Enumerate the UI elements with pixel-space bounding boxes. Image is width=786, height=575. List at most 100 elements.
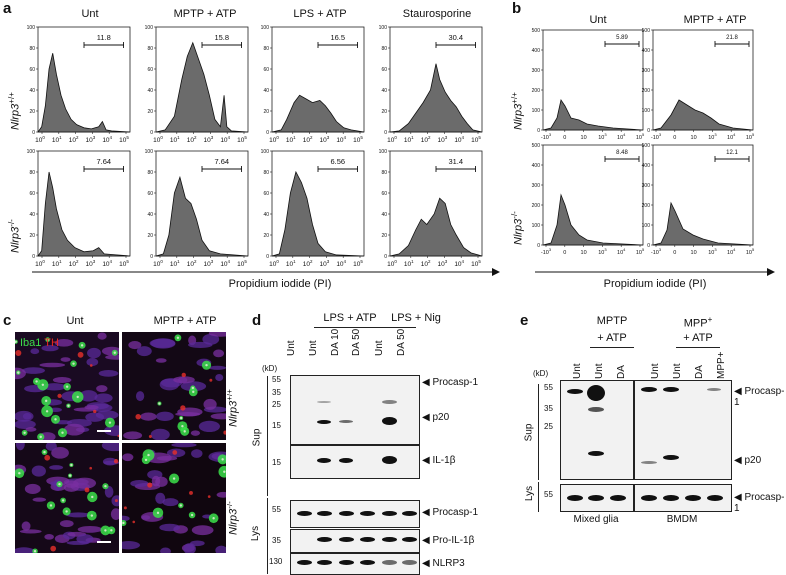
gate-value: 7.64 xyxy=(96,157,111,166)
x-tick-label: 103 xyxy=(204,259,214,268)
cell-shape xyxy=(15,410,34,422)
th-signal xyxy=(117,434,119,437)
stain-legend: Iba1 TH xyxy=(20,337,59,349)
x-tick-label: 10 xyxy=(581,250,587,256)
th-signal xyxy=(132,520,136,524)
cell-shape xyxy=(215,545,226,553)
gate-value: 16.5 xyxy=(330,33,345,42)
x-tick-label: 104 xyxy=(617,132,626,141)
x-tick-label: -103 xyxy=(541,247,552,256)
col-title: MPTP + ATP xyxy=(173,8,237,20)
cell-nucleus xyxy=(80,344,84,347)
cell-shape xyxy=(191,449,203,458)
y-tick-label: 200 xyxy=(532,88,541,94)
y-tick-label: 400 xyxy=(642,48,651,54)
x-tick-label: 105 xyxy=(636,132,645,141)
cell-shape xyxy=(130,479,149,488)
cell-nucleus xyxy=(176,336,180,340)
y-tick-label: 0 xyxy=(647,128,650,134)
panel-e: MPTP + ATP MPP+ + ATP Unt Unt DA Unt Unt… xyxy=(520,312,786,575)
x-tick-label: 102 xyxy=(187,135,197,144)
panel-b-letter: b xyxy=(512,0,522,17)
cell-shape xyxy=(39,362,66,368)
y-tick-label: 20 xyxy=(381,233,387,239)
cell-shape xyxy=(98,370,119,377)
x-tick-label: 103 xyxy=(320,259,330,268)
lys-bracket xyxy=(538,482,542,512)
y-tick-label: 80 xyxy=(263,170,269,176)
x-tick-label: 103 xyxy=(204,135,214,144)
cell-shape xyxy=(84,405,99,410)
cell-shape xyxy=(160,547,171,553)
y-tick-label: 0 xyxy=(150,130,153,136)
y-tick-label: 40 xyxy=(29,88,35,94)
cell-shape xyxy=(30,348,40,355)
y-tick-label: 40 xyxy=(147,212,153,218)
gate-value: 31.4 xyxy=(448,157,463,166)
th-signal xyxy=(209,378,213,382)
histogram-area xyxy=(155,175,249,257)
y-tick-label: 20 xyxy=(29,109,35,115)
histogram-area xyxy=(652,201,754,246)
band-label: ◀ Procasp-1 xyxy=(734,386,785,408)
x-tick-label: 101 xyxy=(170,259,180,268)
x-tick-label: 102 xyxy=(303,135,313,144)
cell-nucleus xyxy=(15,340,17,343)
cell-nucleus xyxy=(205,363,208,367)
y-tick-label: 60 xyxy=(381,67,387,73)
x-tick-label: 100 xyxy=(35,259,45,268)
cell-nucleus xyxy=(18,471,21,475)
cell-nucleus xyxy=(179,416,183,420)
cell-shape xyxy=(15,547,37,553)
micrograph-ko-unt xyxy=(14,442,120,554)
cell-nucleus xyxy=(67,404,70,407)
cell-type-label: Mixed glia xyxy=(573,514,619,525)
x-tick-label: 103 xyxy=(598,132,607,141)
y-tick-label: 40 xyxy=(381,88,387,94)
cell-nucleus xyxy=(44,399,48,403)
blot-sup-il1b xyxy=(290,445,420,479)
x-tick-label: 105 xyxy=(353,259,363,268)
y-tick-label: 300 xyxy=(532,183,541,189)
y-tick-label: 60 xyxy=(263,191,269,197)
y-tick-label: 200 xyxy=(642,203,651,209)
sup-bracket xyxy=(267,376,271,496)
cell-shape xyxy=(135,391,145,402)
cell-nucleus xyxy=(183,430,186,433)
cell-shape xyxy=(86,358,99,367)
group-label: + ATP xyxy=(683,332,713,344)
marker: 55 xyxy=(544,383,553,392)
y-tick-label: 20 xyxy=(147,233,153,239)
x-tick-label: 102 xyxy=(187,259,197,268)
marker: 35 xyxy=(272,536,281,545)
cell-shape xyxy=(95,410,119,420)
marker: 55 xyxy=(272,375,281,384)
x-tick-label: 105 xyxy=(353,135,363,144)
cell-shape xyxy=(73,477,97,489)
sup-bracket xyxy=(538,384,542,480)
band-label: ◀ Procasp-1 xyxy=(422,377,479,388)
th-signal xyxy=(77,351,84,358)
y-tick-label: 200 xyxy=(642,88,651,94)
lane-label: Unt xyxy=(308,340,319,356)
cell-nucleus xyxy=(35,380,38,383)
cell-nucleus xyxy=(39,435,42,439)
histogram-ko-2: 6.56 0 20 40 60 80 100 100 101 102 103 104 105 xyxy=(261,149,365,268)
cell-shape xyxy=(24,483,41,494)
band-label: ◀ IL-1β xyxy=(422,455,456,466)
group-label: MPTP xyxy=(596,315,628,327)
band-label: ◀ NLRP3 xyxy=(422,558,465,569)
cell-shape xyxy=(79,390,98,402)
panel-a-histograms: 11.8 0 20 40 60 80 100 100 101 102 103 104 105 7.64 0 2… xyxy=(27,25,500,276)
y-tick-label: 20 xyxy=(263,109,269,115)
cell-shape xyxy=(216,491,226,498)
cell-nucleus xyxy=(110,529,113,532)
group-line xyxy=(676,347,720,348)
cell-shape xyxy=(44,534,54,540)
y-tick-label: 100 xyxy=(261,25,270,31)
group-line xyxy=(382,327,416,328)
col-title: Unt xyxy=(81,8,99,20)
y-tick-label: 100 xyxy=(642,108,651,114)
cell-nucleus xyxy=(223,470,226,473)
lane-label: Unt xyxy=(572,363,583,379)
